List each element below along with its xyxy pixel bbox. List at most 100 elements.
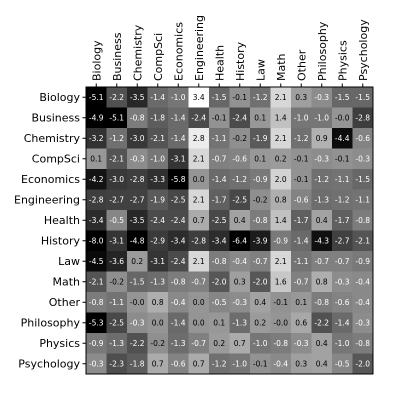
- heatmap-cell: [291, 333, 312, 354]
- cell-value-label: -0.1: [335, 154, 350, 163]
- heatmap-cell: [270, 148, 292, 170]
- heatmap-cell: [147, 189, 169, 211]
- heatmap-cell: [229, 107, 251, 129]
- heatmap-cell: [209, 251, 230, 272]
- heatmap-cell: [106, 210, 128, 231]
- heatmap-cell: [332, 107, 353, 129]
- heatmap-cell: [352, 333, 374, 354]
- y-tick-label: Health: [44, 214, 80, 227]
- heatmap-cell: [311, 312, 333, 334]
- heatmap-cell: [311, 333, 333, 354]
- cell-value-label: -4.8: [130, 236, 145, 245]
- heatmap-cell: [127, 251, 148, 272]
- cell-value-label: -2.7: [130, 195, 145, 204]
- cell-value-label: -1.8: [130, 359, 145, 368]
- cell-value-label: -3.9: [253, 236, 268, 245]
- heatmap-cell: [127, 292, 148, 313]
- heatmap-cell: [270, 292, 292, 313]
- cell-value-label: -1.1: [335, 175, 350, 184]
- cell-value-label: -0.0: [130, 298, 145, 307]
- cell-value-label: -2.4: [191, 113, 206, 122]
- cell-value-label: -0.4: [273, 359, 288, 368]
- cell-value-label: -0.2: [150, 339, 165, 348]
- heatmap-cell: [86, 353, 107, 375]
- heatmap-cell: [106, 271, 128, 293]
- cell-value-label: 1.4: [275, 113, 287, 122]
- cell-value-label: -0.6: [294, 195, 309, 204]
- cell-value-label: -3.6: [109, 257, 124, 266]
- heatmap-cell: [168, 210, 189, 231]
- cell-value-label: -0.3: [130, 154, 145, 163]
- cell-value-label: -0.1: [294, 175, 309, 184]
- cell-value-label: -0.0: [335, 113, 350, 122]
- cell-value-label: -0.8: [273, 339, 288, 348]
- heatmap-cell: [291, 189, 312, 211]
- y-tick-label: Psychology: [18, 357, 80, 370]
- cell-value-label: -2.8: [130, 175, 145, 184]
- cell-value-label: -2.7: [109, 195, 124, 204]
- heatmap-cell: [270, 87, 292, 108]
- heatmap-cell: [188, 230, 210, 252]
- cell-value-label: -0.6: [171, 359, 186, 368]
- cell-value-label: 2.1: [275, 134, 287, 143]
- y-tick-label: Philosophy: [21, 316, 81, 329]
- heatmap-cell: [291, 128, 312, 149]
- cell-value-label: 2.1: [193, 195, 205, 204]
- cell-value-label: -1.4: [212, 175, 227, 184]
- cell-value-label: -0.4: [355, 298, 370, 307]
- cell-value-label: -2.0: [253, 277, 268, 286]
- heatmap-cell: [147, 333, 169, 354]
- cell-value-label: 0.1: [90, 154, 102, 163]
- cell-value-label: -1.2: [335, 195, 350, 204]
- heatmap-cell: [168, 353, 189, 375]
- cell-value-label: -0.3: [130, 318, 145, 327]
- heatmap-cell: [86, 292, 107, 313]
- cell-value-label: -0.3: [314, 154, 329, 163]
- cell-value-label: -0.6: [232, 154, 247, 163]
- cell-value-label: -2.0: [355, 359, 370, 368]
- heatmap-cell: [352, 292, 374, 313]
- heatmap-cell: [86, 230, 107, 252]
- cell-value-label: 0.7: [234, 339, 246, 348]
- heatmap-cell: [188, 87, 210, 108]
- heatmap-cell: [250, 189, 271, 211]
- cell-value-label: -0.2: [232, 134, 247, 143]
- heatmap-cell: [86, 210, 107, 231]
- heatmap-cell: [270, 271, 292, 293]
- cell-value-label: 0.2: [213, 339, 225, 348]
- heatmap-cell: [106, 312, 128, 334]
- heatmap-cell: [270, 210, 292, 231]
- heatmap-cell: [147, 148, 169, 170]
- heatmap-cell: [352, 169, 374, 190]
- cell-value-label: -0.3: [232, 298, 247, 307]
- cell-value-label: -2.5: [212, 216, 227, 225]
- heatmap-cell: [168, 292, 189, 313]
- cell-value-label: -2.2: [130, 339, 145, 348]
- cell-value-label: 0.4: [316, 216, 328, 225]
- cell-value-label: -0.1: [253, 359, 268, 368]
- cell-value-label: 0.8: [152, 298, 164, 307]
- heatmap-cell: [250, 333, 271, 354]
- x-tick-label: Business: [111, 32, 124, 81]
- cell-value-label: -1.4: [171, 318, 186, 327]
- heatmap-cell: [311, 210, 333, 231]
- cell-value-label: -2.4: [232, 113, 247, 122]
- heatmap-cell: [332, 87, 353, 108]
- cell-value-label: -1.3: [314, 195, 329, 204]
- heatmap-cell: [250, 210, 271, 231]
- heatmap-cell: [168, 128, 189, 149]
- heatmap-cell: [209, 87, 230, 108]
- cell-value-label: -1.2: [212, 359, 227, 368]
- heatmap-cell: [291, 169, 312, 190]
- heatmap-cell: [127, 353, 148, 375]
- heatmap-cell: [332, 312, 353, 334]
- cell-value-label: 0.3: [295, 93, 307, 102]
- cell-value-label: -1.4: [335, 318, 350, 327]
- cell-value-label: -0.6: [335, 298, 350, 307]
- cell-value-label: -1.7: [335, 216, 350, 225]
- heatmap-cell: [147, 87, 169, 108]
- heatmap-cell: [250, 271, 271, 293]
- cell-value-label: -1.0: [335, 339, 350, 348]
- heatmap-cell: [250, 292, 271, 313]
- cell-value-label: -2.9: [150, 236, 165, 245]
